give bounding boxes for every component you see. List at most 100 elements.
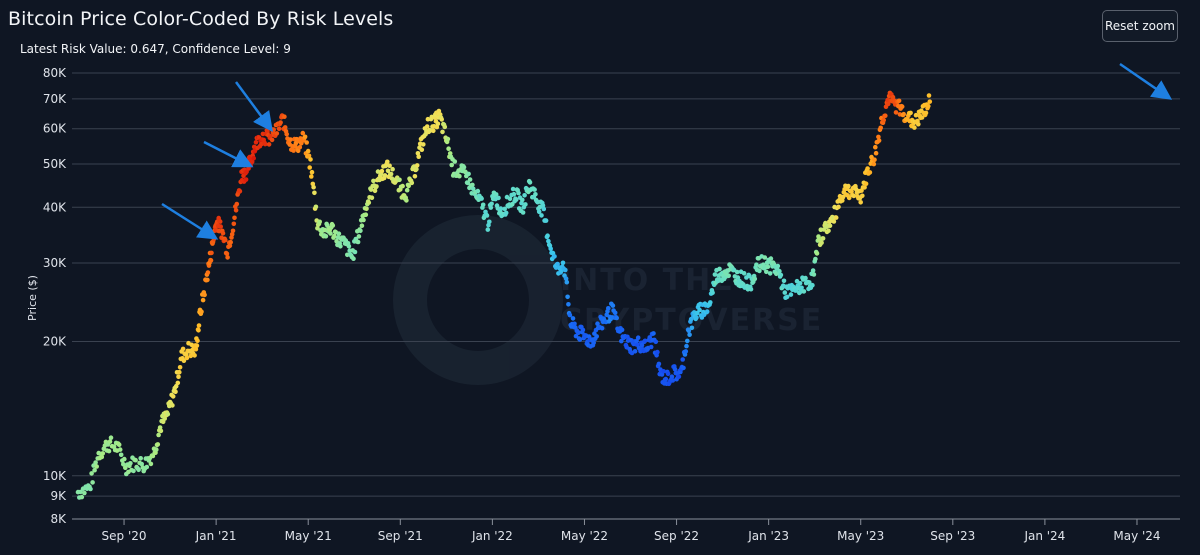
x-tick-label: May '21 — [285, 529, 332, 543]
price-point — [595, 321, 600, 327]
price-point — [336, 231, 342, 236]
price-point — [565, 294, 570, 300]
price-point — [435, 121, 441, 127]
price-point — [442, 124, 448, 130]
price-point — [288, 137, 293, 142]
reset-zoom-button[interactable]: Reset zoom — [1102, 10, 1178, 42]
price-point — [510, 186, 516, 192]
price-point — [876, 138, 882, 143]
price-point — [488, 205, 494, 210]
price-point — [139, 461, 144, 467]
price-point — [926, 93, 932, 98]
price-point — [826, 228, 831, 233]
price-point — [923, 110, 929, 116]
annotation-arrow-icon — [1119, 62, 1173, 100]
price-point — [195, 338, 200, 344]
price-point — [253, 140, 259, 145]
price-point — [358, 228, 363, 234]
price-point — [297, 145, 303, 150]
price-point — [878, 125, 883, 131]
price-point — [205, 277, 210, 283]
price-point — [908, 110, 913, 116]
price-point — [108, 435, 114, 441]
price-point — [712, 272, 718, 277]
price-point — [748, 286, 754, 292]
price-point — [764, 269, 769, 275]
price-point — [309, 174, 314, 179]
price-point — [564, 279, 570, 285]
price-point — [278, 120, 283, 125]
price-point — [797, 281, 803, 286]
price-point — [229, 232, 235, 237]
price-point — [689, 325, 695, 331]
price-point — [397, 177, 402, 183]
price-point — [89, 471, 94, 476]
price-point — [457, 173, 462, 179]
price-point — [710, 290, 715, 296]
price-point — [356, 234, 362, 239]
price-point — [572, 321, 577, 327]
price-point — [814, 251, 820, 256]
price-point — [683, 349, 689, 354]
price-point — [304, 140, 310, 145]
price-point — [873, 150, 879, 156]
price-point — [591, 340, 596, 346]
price-point — [374, 184, 379, 189]
price-point — [424, 124, 430, 129]
price-point — [79, 494, 85, 500]
price-point — [158, 428, 164, 434]
price-point — [563, 267, 568, 273]
price-point — [92, 467, 97, 473]
price-point — [485, 227, 491, 232]
price-point — [461, 164, 467, 170]
price-point — [810, 268, 816, 273]
price-point — [655, 349, 660, 355]
y-tick-label: 9K — [50, 489, 67, 503]
price-point — [400, 183, 405, 189]
price-point — [717, 266, 722, 272]
price-point — [138, 456, 143, 461]
price-point — [414, 163, 420, 168]
price-point — [594, 334, 599, 339]
price-point — [419, 147, 425, 152]
price-point — [449, 162, 455, 168]
price-point — [846, 195, 852, 201]
price-point — [901, 111, 906, 117]
x-tick-label: Jan '22 — [471, 529, 513, 543]
price-point — [305, 148, 311, 154]
price-point — [752, 276, 758, 282]
price-point — [656, 361, 662, 367]
price-point — [663, 376, 669, 382]
x-tick-label: Jan '21 — [195, 529, 237, 543]
price-point — [548, 246, 553, 251]
price-point — [697, 307, 702, 313]
price-point — [209, 250, 214, 256]
price-point — [541, 206, 547, 212]
price-point — [308, 157, 313, 162]
price-point — [734, 269, 740, 275]
price-point — [576, 330, 581, 336]
price-point — [361, 217, 366, 223]
price-point — [777, 268, 782, 274]
price-point — [470, 186, 476, 192]
price-point — [570, 316, 576, 321]
price-point — [224, 251, 230, 257]
price-point — [230, 228, 236, 234]
price-point — [681, 365, 686, 371]
price-point — [496, 195, 501, 201]
price-point — [233, 208, 239, 213]
price-point — [511, 191, 517, 197]
price-point — [552, 254, 557, 259]
price-point — [351, 256, 356, 262]
price-point — [470, 182, 475, 188]
price-point — [513, 197, 519, 202]
price-point — [313, 204, 319, 210]
price-point — [694, 315, 699, 320]
price-point — [762, 255, 768, 260]
price-point — [295, 148, 301, 154]
price-point — [227, 243, 233, 249]
price-point — [665, 371, 671, 377]
price-point — [82, 490, 87, 496]
price-point — [726, 273, 731, 279]
